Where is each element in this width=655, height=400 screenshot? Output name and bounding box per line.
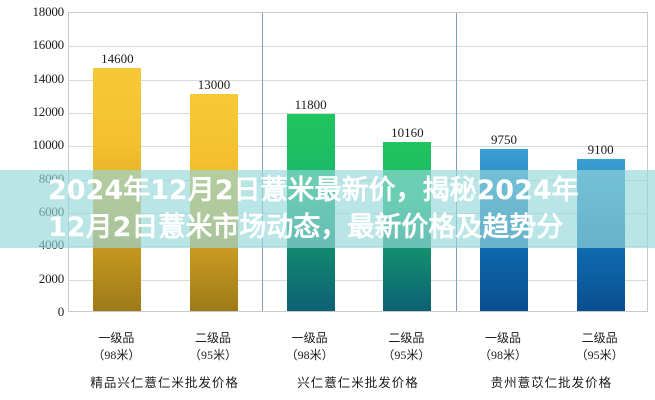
category-spec: （95米） (188, 348, 238, 362)
x-axis-category-label: 二级品 （95米） (189, 330, 237, 364)
category-grade: 二级品 (388, 331, 425, 345)
category-spec: （98米） (478, 348, 528, 362)
category-grade: 二级品 (194, 331, 232, 345)
y-axis: 18000 16000 14000 12000 10000 8000 6000 4000 200… (0, 4, 64, 319)
x-axis-category-label: 二级品 （95米） (576, 330, 624, 364)
y-axis-tick-label: 2000 (38, 270, 64, 286)
bar-value-label: 9750 (491, 131, 517, 147)
gridline (69, 279, 647, 281)
y-axis-tick-label: 14000 (32, 70, 64, 86)
category-spec: （98米） (92, 348, 141, 362)
gridline (69, 46, 647, 48)
group-divider (262, 13, 264, 311)
overlay-line-2: 12月2日薏米市场动态，最新价格及趋势分 (48, 212, 564, 243)
x-axis-category-label: 二级品 （95米） (382, 330, 430, 364)
category-grade: 二级品 (581, 331, 618, 345)
bar-value-label: 11800 (294, 97, 327, 113)
gridline (69, 79, 647, 81)
x-axis-group-label: 贵州薏苡仁批发价格 (490, 376, 613, 390)
bar-value-label: 10160 (391, 124, 424, 140)
y-axis-tick-label: 10000 (32, 137, 64, 153)
bar-value-label: 9100 (587, 142, 614, 158)
y-axis-tick-label: 0 (57, 304, 65, 319)
overlay-line-1: 2024年12月2日薏米最新价，揭秘2024年 (48, 175, 579, 206)
gridline (69, 113, 647, 114)
y-axis-tick-label: 16000 (32, 37, 64, 53)
category-grade: 一级品 (291, 331, 328, 345)
category-grade: 一级品 (98, 331, 135, 345)
y-axis-tick-label: 12000 (32, 104, 64, 119)
category-spec: （95米） (575, 348, 624, 362)
bar-value-label: 13000 (197, 77, 231, 93)
x-axis-category-label: 一级品 （98米） (479, 330, 527, 364)
category-spec: （98米） (285, 348, 334, 362)
bar-value-label: 14600 (101, 50, 134, 66)
gridline (69, 146, 647, 148)
overlay-title-text: 2024年12月2日薏米最新价，揭秘2024年 12月2日薏米市场动态，最新价格… (0, 170, 655, 248)
plot-area: 14600 13000 11800 10160 9750 9100 (68, 12, 648, 312)
x-axis-category-label: 一级品 （98米） (286, 330, 334, 364)
category-grade: 一级品 (484, 331, 522, 345)
group-divider (455, 13, 457, 311)
category-spec: （95米） (382, 348, 431, 362)
x-axis-group-label: 兴仁薏仁米批发价格 (297, 376, 419, 390)
x-axis-group-label: 精品兴仁薏仁米批发价格 (90, 376, 239, 390)
x-axis-category-label: 一级品 （98米） (92, 330, 140, 364)
y-axis-tick-label: 18000 (32, 4, 64, 19)
